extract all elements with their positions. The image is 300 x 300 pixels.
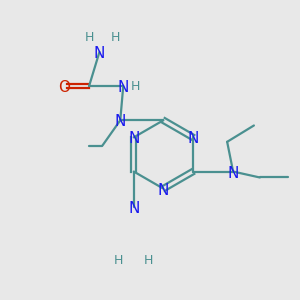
Text: N: N [118,80,129,95]
Text: N: N [128,131,140,146]
Text: H: H [111,31,121,44]
Text: H: H [144,254,153,267]
Text: N: N [128,201,140,216]
Text: O: O [58,80,70,95]
Text: H: H [84,31,94,44]
Text: N: N [158,183,169,198]
Text: H: H [131,80,140,93]
Text: N: N [187,131,199,146]
Text: N: N [94,46,105,61]
Text: N: N [115,114,126,129]
Text: N: N [227,166,239,181]
Text: H: H [114,254,124,267]
